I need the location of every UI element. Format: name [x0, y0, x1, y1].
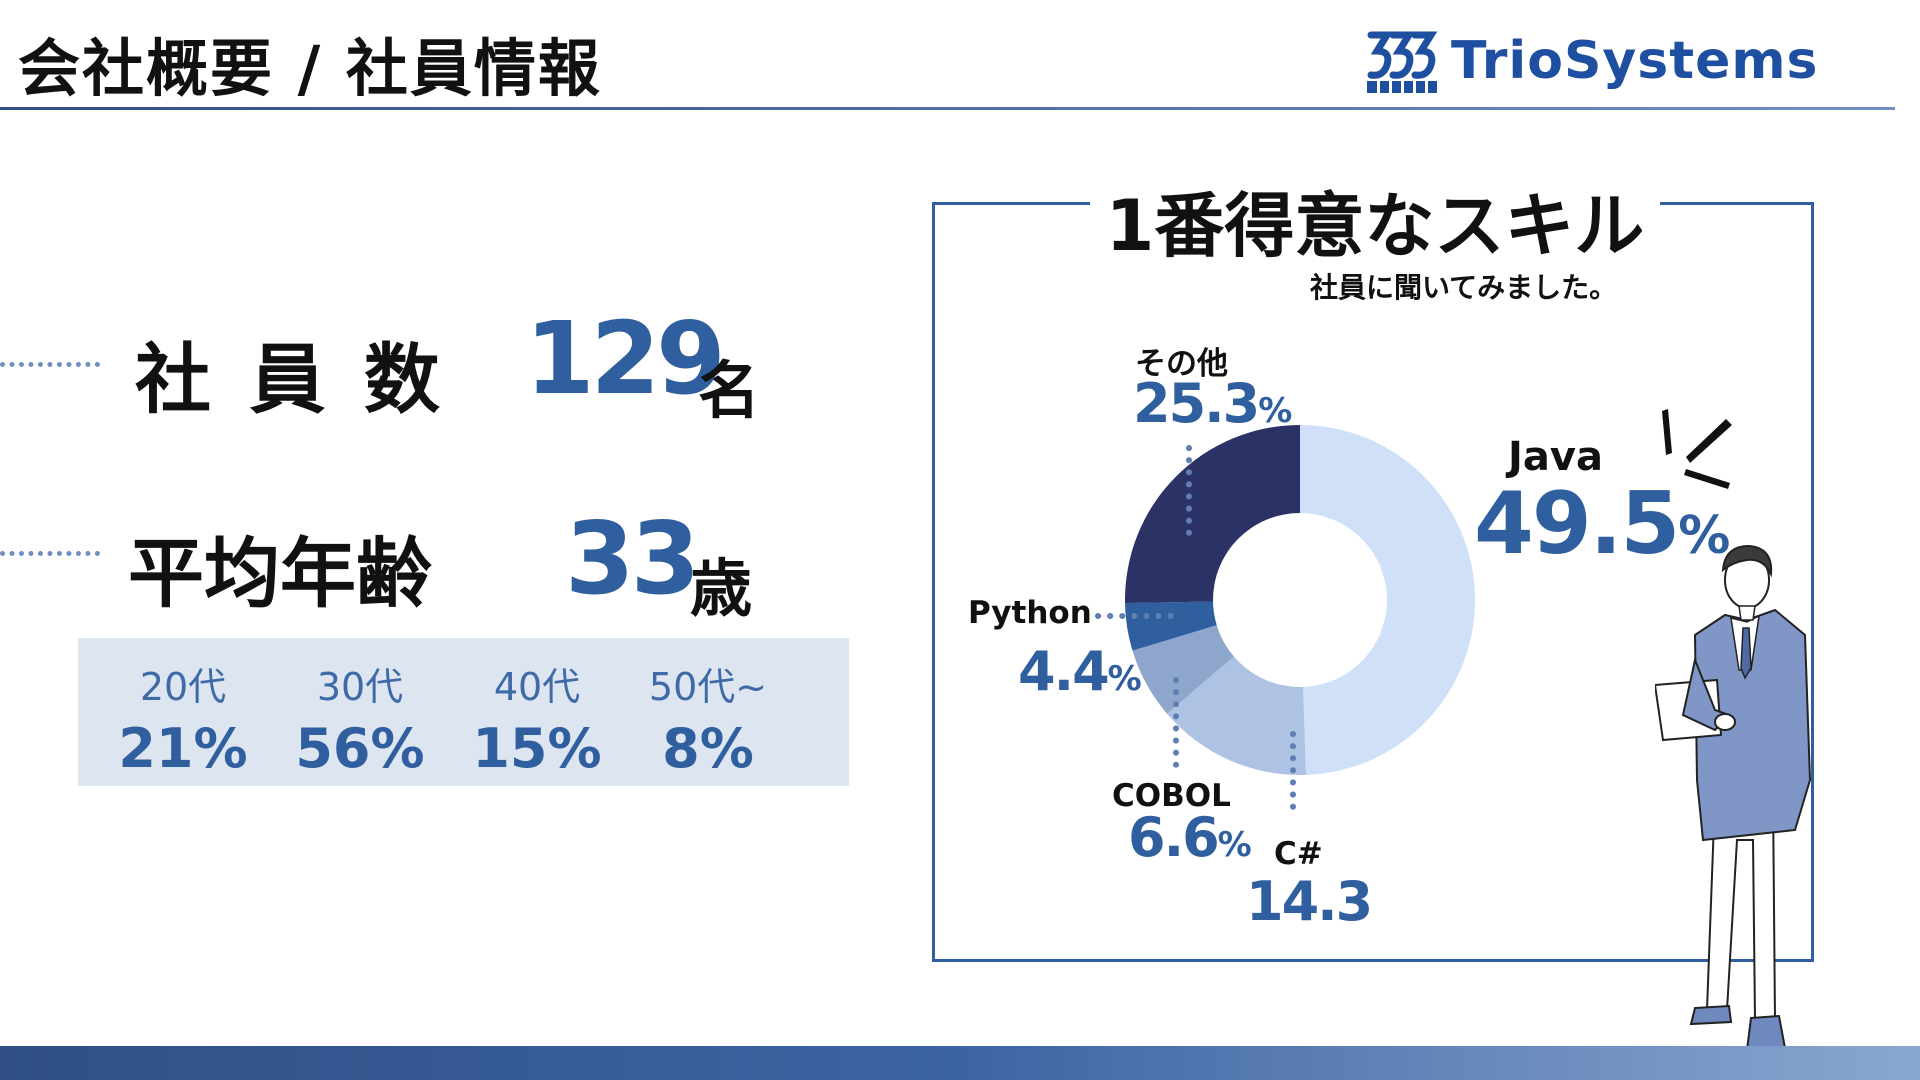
- chart-title-background: [1090, 170, 1660, 250]
- slice-value-java: 49.5%: [1474, 474, 1730, 574]
- employee-count-value: 129: [525, 300, 726, 417]
- age-distribution-box: 20代 21% 30代 56% 40代 15% 50代~ 8%: [78, 638, 849, 786]
- slice-value-cobol: 6.6%: [1128, 806, 1252, 869]
- age-group-label: 30代: [316, 665, 404, 709]
- age-group-value: 56%: [295, 717, 425, 780]
- logo-mark-icon: [1367, 31, 1438, 93]
- donut-slice-cobol: [1132, 625, 1234, 714]
- age-group-50s: 50代~ 8%: [618, 638, 798, 780]
- footer-band: [0, 1046, 1920, 1080]
- age-group-20s: 20代 21%: [93, 638, 273, 780]
- donut-slice--: [1125, 425, 1300, 604]
- company-logo: TrioSystems: [1365, 22, 1819, 100]
- logo-text: TrioSystems: [1451, 31, 1819, 91]
- chart-subtitle: 社員に聞いてみました。: [1310, 271, 1618, 304]
- age-group-value: 21%: [118, 717, 248, 780]
- age-group-40s: 40代 15%: [447, 638, 627, 780]
- slice-label-other: その他: [1135, 346, 1228, 382]
- age-group-value: 15%: [472, 717, 602, 780]
- businessman-illustration: [1655, 544, 1812, 1052]
- age-group-label: 20代: [139, 665, 227, 709]
- donut-slice-c-: [1167, 656, 1307, 775]
- slice-label-cobol: COBOL: [1112, 778, 1231, 814]
- chart-title: 1番得意なスキル: [1105, 185, 1645, 267]
- age-group-label: 50代~: [648, 665, 768, 709]
- donut-slice-java: [1300, 425, 1475, 775]
- age-group-30s: 30代 56%: [270, 638, 450, 780]
- age-group-value: 8%: [662, 717, 754, 780]
- slice-value-other: 25.3%: [1133, 372, 1292, 435]
- emphasis-lines-icon: [1662, 409, 1732, 489]
- dotted-leader: [0, 362, 100, 367]
- slice-value-csharp: 14.3: [1246, 870, 1373, 933]
- employee-count-unit: 名: [698, 354, 761, 427]
- slice-label-python: Python: [968, 595, 1092, 631]
- slice-value-python: 4.4%: [1018, 640, 1142, 703]
- skill-donut-chart: [1125, 425, 1475, 775]
- page-title: 会社概要 / 社員情報: [18, 32, 602, 105]
- average-age-label: 平均年齢: [128, 529, 432, 618]
- slice-label-csharp: C#: [1274, 836, 1323, 872]
- average-age-unit: 歳: [690, 552, 753, 625]
- age-group-label: 40代: [493, 665, 581, 709]
- employee-count-label: 社 員 数: [135, 335, 446, 424]
- dotted-leader: [0, 551, 100, 556]
- header-divider: [0, 107, 1895, 110]
- average-age-value: 33: [565, 500, 700, 617]
- slice-label-java: Java: [1508, 434, 1603, 480]
